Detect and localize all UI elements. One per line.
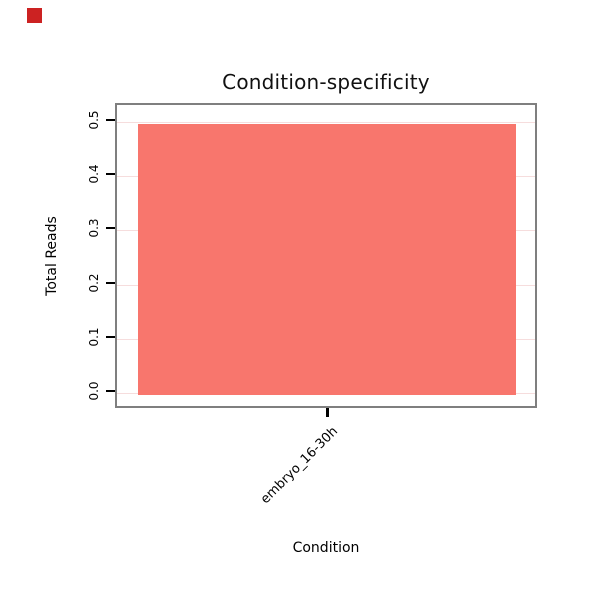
y-tick-label: 0.0	[87, 381, 101, 401]
y-tick-label: 0.3	[87, 218, 101, 238]
plot-panel	[115, 103, 537, 408]
y-tick-mark	[106, 173, 115, 176]
bar-embryo-16-30h	[138, 124, 516, 395]
y-tick-mark	[106, 335, 115, 338]
corner-marker-square	[27, 8, 42, 23]
y-tick-label: 0.1	[87, 327, 101, 347]
y-tick-mark	[106, 390, 115, 392]
y-tick-label: 0.4	[87, 164, 101, 184]
y-axis-title: Total Reads	[44, 216, 60, 296]
x-category-label: embryo_16-30h	[257, 424, 341, 508]
x-axis-title: Condition	[292, 540, 360, 556]
y-tick-mark	[106, 227, 115, 230]
y-tick-label: 0.2	[87, 273, 101, 293]
x-tick-mark	[326, 408, 329, 417]
y-gridline	[117, 122, 535, 123]
y-tick-mark	[106, 119, 115, 121]
y-tick-mark	[106, 281, 115, 284]
chart-title: Condition-specificity	[222, 70, 430, 94]
y-tick-label: 0.5	[87, 110, 101, 130]
